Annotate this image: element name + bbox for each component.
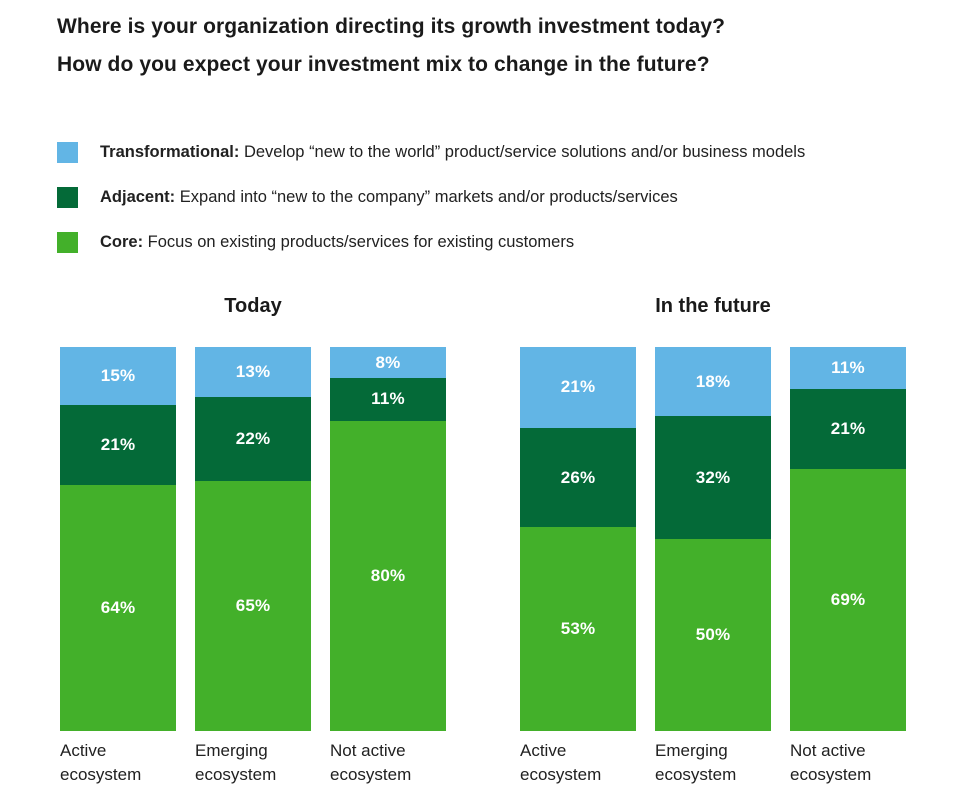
segment-value-label: 15% [100,365,136,385]
bar-segment-adjacent: 26% [520,427,636,528]
chart-group-today: Today 15% 21% 64% 13% 22% 65% 8% 11% 80% Active … [60,294,446,787]
stacked-bar: 21% 26% 53% [520,347,636,731]
bar-segment-transformational: 15% [60,347,176,405]
segment-value-label: 64% [100,598,136,618]
chart-title-today: Today [224,295,282,317]
legend-desc: Focus on existing products/services for … [143,233,575,251]
category-label: Not active ecosystem [790,741,872,784]
bar-segment-transformational: 11% [790,347,906,389]
segment-value-label: 50% [695,624,731,644]
bar-segment-adjacent: 21% [790,388,906,469]
legend-term: Transformational: [100,143,240,161]
page-title: Where is your organization directing its… [57,8,957,84]
bar-segment-transformational: 18% [655,347,771,417]
bar-segment-adjacent: 21% [60,404,176,486]
segment-value-label: 13% [235,361,271,381]
chart-title-future: In the future [655,295,771,317]
bar-segment-adjacent: 32% [655,416,771,539]
segment-value-label: 22% [235,429,271,449]
legend-row-core: Core: Focus on existing products/service… [57,232,957,253]
page-title-line-2: How do you expect your investment mix to… [57,53,710,76]
page-title-line-1: Where is your organization directing its… [57,15,726,38]
stacked-bar: 11% 21% 69% [790,347,906,731]
segment-value-label: 8% [375,352,401,372]
category-label: Not active ecosystem [330,741,412,784]
bar-segment-core: 53% [520,527,636,731]
legend-label-adjacent: Adjacent: Expand into “new to the compan… [100,188,678,207]
legend-term: Core: [100,233,144,251]
bar-segment-core: 64% [60,485,176,731]
category-label: Active ecosystem [520,741,602,784]
legend-label-transformational: Transformational: Develop “new to the wo… [100,143,805,162]
segment-value-label: 21% [830,418,866,438]
bar-segment-core: 65% [195,481,311,731]
legend: Transformational: Develop “new to the wo… [57,142,957,277]
legend-desc: Expand into “new to the company” markets… [175,188,678,206]
segment-value-label: 11% [371,389,405,409]
segment-value-label: 11% [831,357,865,377]
legend-row-adjacent: Adjacent: Expand into “new to the compan… [57,187,957,208]
segment-value-label: 21% [100,434,136,454]
legend-row-transformational: Transformational: Develop “new to the wo… [57,142,957,163]
bar-segment-core: 69% [790,468,906,731]
legend-swatch-core [57,232,78,253]
segment-value-label: 80% [370,565,406,585]
bar-segment-core: 50% [655,538,771,731]
category-label: Emerging ecosystem [655,741,737,784]
segment-value-label: 18% [695,371,731,391]
bar-segment-adjacent: 11% [330,378,446,421]
segment-value-label: 65% [235,596,271,616]
stacked-bar: 8% 11% 80% [330,347,446,731]
category-label: Active ecosystem [60,741,142,784]
legend-label-core: Core: Focus on existing products/service… [100,233,574,252]
stacked-bar: 18% 32% 50% [655,347,771,731]
bars-container-future: 21% 26% 53% 18% 32% 50% 11% 21% 69% [520,347,906,731]
bar-segment-transformational: 13% [195,347,311,397]
segment-value-label: 53% [560,619,596,639]
bar-segment-adjacent: 22% [195,396,311,482]
charts-container: Today 15% 21% 64% 13% 22% 65% 8% 11% 80% Active … [60,294,906,787]
bar-segment-transformational: 8% [330,347,446,379]
segment-value-label: 26% [560,467,596,487]
category-label: Emerging ecosystem [195,741,277,784]
segment-value-label: 32% [695,467,731,487]
segment-value-label: 69% [830,589,866,609]
chart-group-future: In the future 21% 26% 53% 18% 32% 50% 11% 21% 69… [520,294,906,787]
category-labels-today: Active ecosystem Emerging ecosystem Not ac… [60,739,446,787]
legend-swatch-transformational [57,142,78,163]
bar-segment-transformational: 21% [520,347,636,428]
stacked-bar: 13% 22% 65% [195,347,311,731]
bars-container-today: 15% 21% 64% 13% 22% 65% 8% 11% 80% [60,347,446,731]
legend-term: Adjacent: [100,188,176,206]
segment-value-label: 21% [560,377,596,397]
stacked-bar: 15% 21% 64% [60,347,176,731]
category-labels-future: Active ecosystem Emerging ecosystem Not ac… [520,739,906,787]
bar-segment-core: 80% [330,420,446,731]
legend-desc: Develop “new to the world” product/servi… [239,143,806,161]
legend-swatch-adjacent [57,187,78,208]
